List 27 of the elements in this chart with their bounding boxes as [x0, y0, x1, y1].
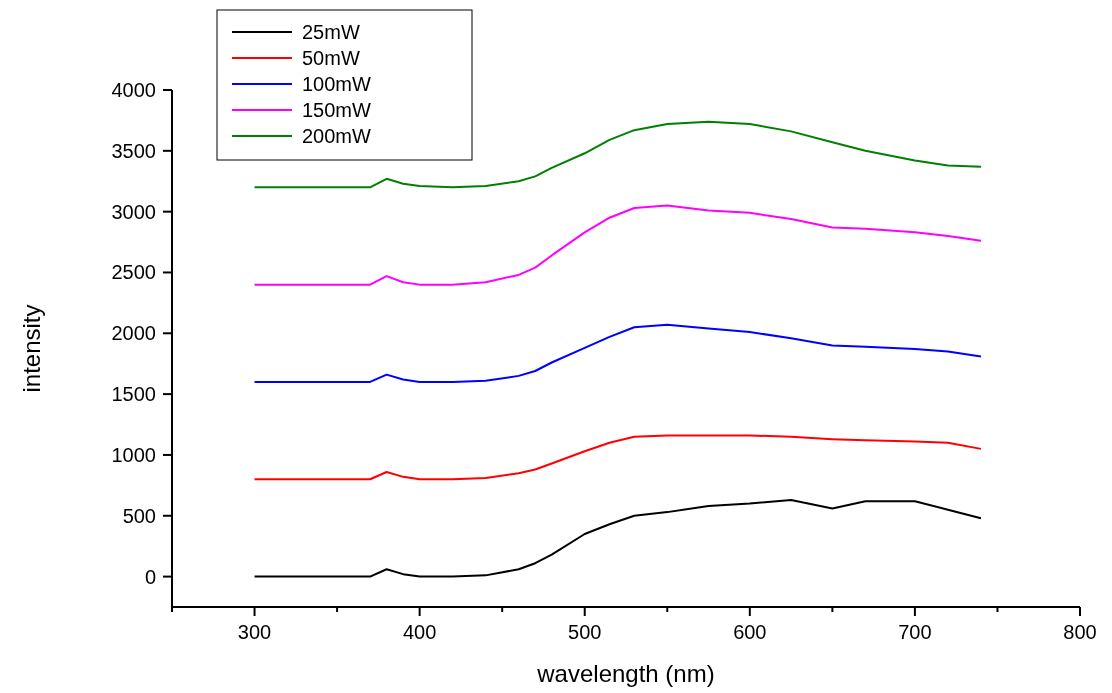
- legend-label: 200mW: [302, 125, 372, 147]
- legend-label: 50mW: [302, 47, 360, 69]
- line-series: [253, 434, 982, 481]
- y-tick-label: 500: [122, 504, 156, 527]
- line-series: [253, 204, 982, 286]
- legend-label: 25mW: [302, 21, 360, 43]
- x-axis-title: wavelength (nm): [536, 660, 715, 687]
- y-tick-label: 3000: [111, 200, 156, 223]
- y-tick-label: 2500: [111, 261, 156, 284]
- line-series: [253, 323, 982, 383]
- y-tick-label: 1500: [111, 383, 156, 406]
- y-axis-title: intensity: [18, 304, 45, 393]
- x-tick-label: 600: [733, 621, 767, 643]
- x-tick-label: 400: [402, 621, 437, 643]
- x-tick-label: 700: [898, 621, 932, 643]
- y-tick-label: 4000: [111, 79, 156, 101]
- legend-label: 100mW: [302, 73, 372, 95]
- legend-label: 150mW: [302, 99, 372, 121]
- x-tick-label: 300: [237, 621, 272, 643]
- line-series: [253, 498, 982, 578]
- y-tick-label: 2000: [111, 322, 156, 345]
- x-tick-label: 500: [568, 621, 602, 643]
- y-tick-label: 0: [144, 565, 156, 588]
- y-tick-label: 3500: [111, 139, 156, 162]
- y-tick-label: 1000: [111, 443, 156, 466]
- line-series: [253, 120, 982, 189]
- x-tick-label: 800: [1063, 621, 1097, 643]
